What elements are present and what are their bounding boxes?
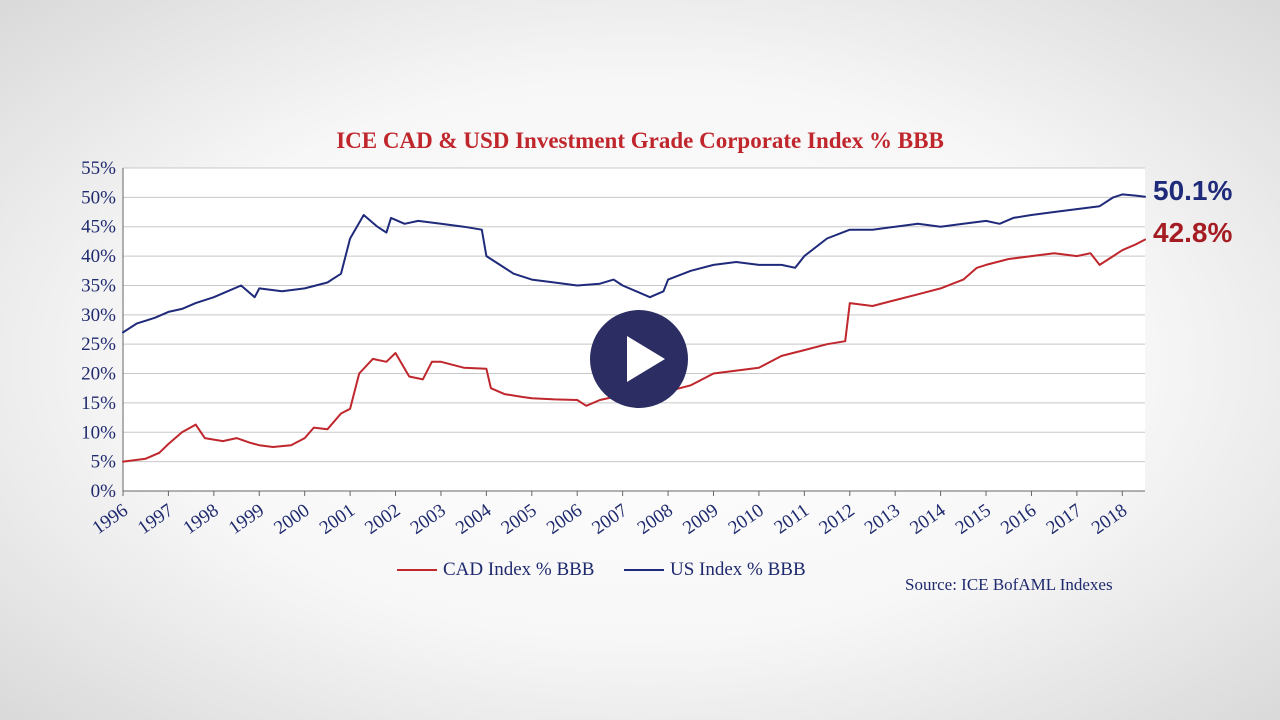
x-tick-label: 2015 [952,500,995,539]
y-tick-label: 30% [81,305,116,326]
legend-swatch-cad [397,569,437,571]
play-icon [627,336,665,382]
x-tick-label: 2005 [497,500,540,539]
x-tick-label: 2002 [361,500,404,539]
x-tick-label: 1998 [180,500,223,539]
y-tick-label: 40% [81,246,116,267]
y-tick-label: 25% [81,334,116,355]
legend-item-us: US Index % BBB [624,559,806,581]
play-button[interactable] [590,310,688,408]
legend-item-cad: CAD Index % BBB [397,559,594,581]
x-tick-label: 2000 [270,500,313,539]
y-tick-label: 5% [91,452,117,473]
cad-end-value-label: 42.8% [1153,217,1233,248]
x-tick-label: 2006 [543,500,586,539]
x-tick-label: 2012 [815,500,858,539]
us-end-value-label: 50.1% [1153,175,1233,206]
x-tick-label: 2001 [316,500,359,539]
series-line-cad [122,238,1146,463]
x-tick-label: 1999 [225,500,268,539]
x-tick-label: 2013 [861,500,904,539]
x-tick-label: 2007 [588,500,631,539]
x-tick-label: 2018 [1088,500,1131,539]
source-note: Source: ICE BofAML Indexes [905,575,1113,594]
y-tick-label: 55% [81,158,116,179]
y-tick-label: 45% [81,217,116,238]
y-tick-label: 0% [91,481,117,502]
chart-title: ICE CAD & USD Investment Grade Corporate… [336,128,944,153]
x-tick-label: 2008 [634,500,677,539]
y-tick-label: 35% [81,275,116,296]
x-tick-label: 2010 [725,500,768,539]
legend-label-us: US Index % BBB [670,559,806,580]
x-tick-label: 2017 [1043,500,1086,539]
legend-label-cad: CAD Index % BBB [443,559,595,580]
y-tick-label: 15% [81,393,116,414]
x-tick-label: 2009 [679,500,722,539]
y-tick-label: 10% [81,422,116,443]
legend-swatch-us [624,569,664,571]
x-tick-label: 2011 [771,500,814,539]
x-tick-label: 2004 [452,500,496,539]
series-line-us [122,193,1146,334]
x-tick-label: 2016 [997,500,1040,539]
x-tick-label: 1997 [134,500,177,539]
y-tick-label: 20% [81,364,116,385]
x-tick-label: 1996 [89,500,132,539]
x-tick-label: 2014 [906,500,950,539]
x-tick-label: 2003 [407,500,450,539]
y-tick-label: 50% [81,187,116,208]
